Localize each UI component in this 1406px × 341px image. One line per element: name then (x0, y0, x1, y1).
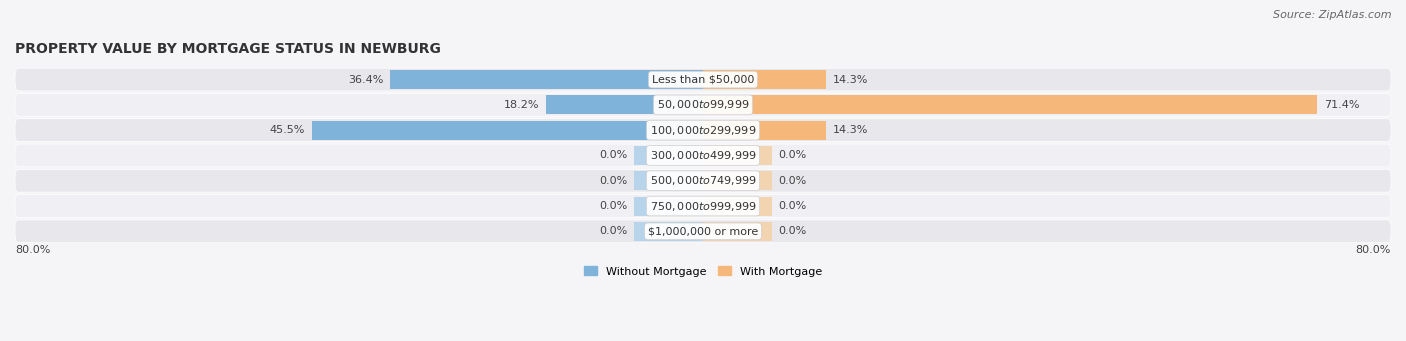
Text: 0.0%: 0.0% (599, 201, 627, 211)
Bar (703, 121, 825, 140)
Text: 0.0%: 0.0% (599, 226, 627, 236)
FancyBboxPatch shape (15, 195, 1391, 218)
Text: 71.4%: 71.4% (1324, 100, 1360, 110)
Text: 14.3%: 14.3% (832, 75, 869, 85)
Text: 14.3%: 14.3% (832, 125, 869, 135)
Text: $300,000 to $499,999: $300,000 to $499,999 (650, 149, 756, 162)
Bar (547, 95, 703, 114)
Legend: Without Mortgage, With Mortgage: Without Mortgage, With Mortgage (579, 262, 827, 281)
FancyBboxPatch shape (15, 220, 1391, 243)
Text: 36.4%: 36.4% (347, 75, 382, 85)
Bar (634, 222, 703, 241)
Bar (634, 171, 703, 190)
Bar (703, 171, 772, 190)
Text: 18.2%: 18.2% (505, 100, 540, 110)
Text: 80.0%: 80.0% (1355, 245, 1391, 255)
Text: 0.0%: 0.0% (779, 226, 807, 236)
Text: $750,000 to $999,999: $750,000 to $999,999 (650, 199, 756, 212)
Bar (703, 121, 825, 140)
Bar (547, 95, 703, 114)
Text: PROPERTY VALUE BY MORTGAGE STATUS IN NEWBURG: PROPERTY VALUE BY MORTGAGE STATUS IN NEW… (15, 42, 441, 56)
Bar (389, 70, 703, 89)
Text: 0.0%: 0.0% (599, 150, 627, 161)
Text: 0.0%: 0.0% (599, 176, 627, 186)
FancyBboxPatch shape (15, 68, 1391, 91)
Text: $1,000,000 or more: $1,000,000 or more (648, 226, 758, 236)
Bar (312, 121, 703, 140)
Bar (703, 70, 825, 89)
Bar (703, 70, 825, 89)
Text: Source: ZipAtlas.com: Source: ZipAtlas.com (1274, 10, 1392, 20)
FancyBboxPatch shape (15, 169, 1391, 192)
FancyBboxPatch shape (15, 119, 1391, 142)
Text: $100,000 to $299,999: $100,000 to $299,999 (650, 124, 756, 137)
Bar (703, 95, 1317, 114)
Text: 0.0%: 0.0% (779, 176, 807, 186)
Bar (312, 121, 703, 140)
FancyBboxPatch shape (15, 144, 1391, 167)
Text: 0.0%: 0.0% (779, 150, 807, 161)
Text: $500,000 to $749,999: $500,000 to $749,999 (650, 174, 756, 187)
Text: 80.0%: 80.0% (15, 245, 51, 255)
FancyBboxPatch shape (15, 93, 1391, 116)
Bar (634, 196, 703, 216)
Bar (703, 222, 772, 241)
Bar (634, 146, 703, 165)
Text: 45.5%: 45.5% (270, 125, 305, 135)
Text: $50,000 to $99,999: $50,000 to $99,999 (657, 98, 749, 112)
Text: Less than $50,000: Less than $50,000 (652, 75, 754, 85)
Bar (703, 95, 1317, 114)
Text: 0.0%: 0.0% (779, 201, 807, 211)
Bar (703, 196, 772, 216)
Bar (389, 70, 703, 89)
Bar (703, 146, 772, 165)
